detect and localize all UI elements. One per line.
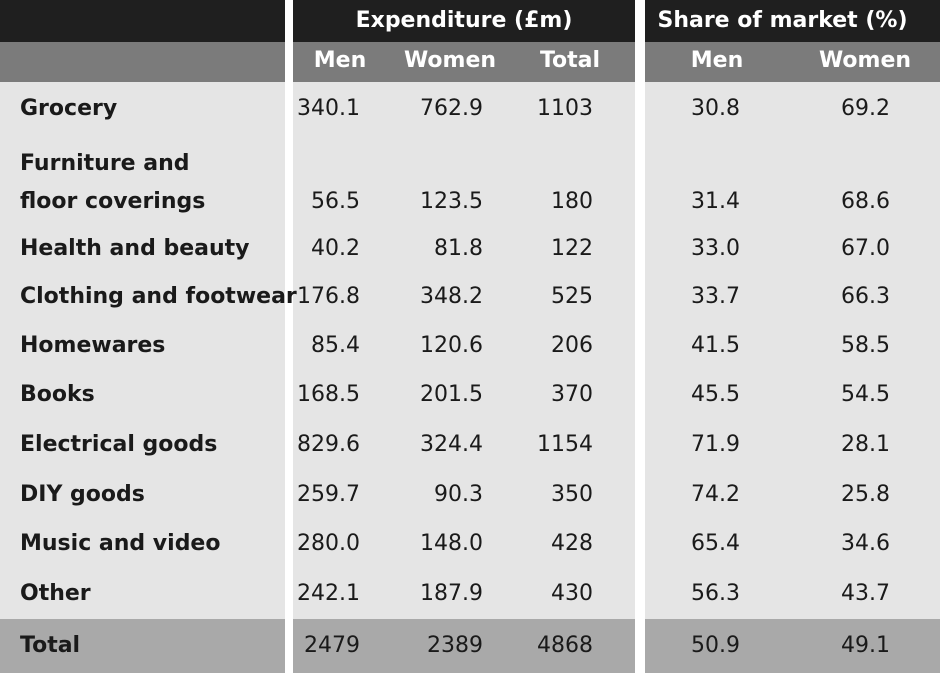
row-label: Other <box>20 580 91 606</box>
cell-value: 348.2 <box>420 283 483 309</box>
total-value: 50.9 <box>691 633 740 658</box>
cell-value: 120.6 <box>420 332 483 358</box>
cell-value: 33.7 <box>691 283 740 309</box>
cell-value: 56.5 <box>311 189 360 214</box>
row-label: Clothing and footwear <box>20 283 297 309</box>
cell-value: 187.9 <box>420 580 483 606</box>
cell-value: 58.5 <box>841 332 890 358</box>
cell-value: 122 <box>551 235 593 261</box>
cell-value: 56.3 <box>691 580 740 606</box>
subheader-band <box>293 42 635 82</box>
column-heading: Men <box>690 48 744 73</box>
cell-value: 176.8 <box>297 283 360 309</box>
row-label: Homewares <box>20 332 166 358</box>
cell-value: 350 <box>551 481 593 507</box>
row-label: Music and video <box>20 530 221 556</box>
group-heading: Share of market (%) <box>657 8 908 33</box>
row-label: Electrical goods <box>20 432 218 457</box>
cell-value: 66.3 <box>841 283 890 309</box>
cell-value: 430 <box>551 580 593 606</box>
header-band <box>0 0 285 42</box>
row-label: Books <box>20 382 95 407</box>
column-heading: Women <box>818 48 912 73</box>
cell-value: 762.9 <box>420 95 483 121</box>
row-label: DIY goods <box>20 481 145 507</box>
cell-value: 428 <box>551 530 593 556</box>
cell-value: 148.0 <box>420 530 483 556</box>
body-band <box>645 82 940 619</box>
total-value: 49.1 <box>841 633 890 658</box>
cell-value: 340.1 <box>297 95 360 121</box>
cell-value: 43.7 <box>841 580 890 606</box>
cell-value: 33.0 <box>691 235 740 261</box>
cell-value: 1103 <box>537 95 593 121</box>
cell-value: 85.4 <box>311 332 360 358</box>
cell-value: 31.4 <box>691 189 740 214</box>
header-band <box>293 0 635 42</box>
total-value: 2479 <box>304 633 360 658</box>
subheader-band <box>0 42 285 82</box>
cell-value: 54.5 <box>841 382 890 407</box>
cell-value: 829.6 <box>297 432 360 457</box>
row-label: Health and beauty <box>20 235 250 261</box>
total-band <box>293 619 635 673</box>
cell-value: 71.9 <box>691 432 740 457</box>
cell-value: 525 <box>551 283 593 309</box>
subheader-band <box>645 42 940 82</box>
cell-value: 123.5 <box>420 189 483 214</box>
cell-value: 90.3 <box>434 481 483 507</box>
column-heading: Total <box>539 48 601 73</box>
cell-value: 168.5 <box>297 382 360 407</box>
cell-value: 280.0 <box>297 530 360 556</box>
total-value: 2389 <box>427 633 483 658</box>
body-band <box>293 82 635 619</box>
cell-value: 81.8 <box>434 235 483 261</box>
cell-value: 45.5 <box>691 382 740 407</box>
cell-value: 40.2 <box>311 235 360 261</box>
cell-value: 28.1 <box>841 432 890 457</box>
cell-value: 201.5 <box>420 382 483 407</box>
total-value: 4868 <box>537 633 593 658</box>
row-label: Furniture and <box>20 151 190 176</box>
row-label: Grocery <box>20 95 118 121</box>
header-band <box>645 0 940 42</box>
column-heading: Women <box>403 48 497 73</box>
total-label: Total <box>20 633 81 658</box>
cell-value: 69.2 <box>841 95 890 121</box>
row-label: floor coverings <box>20 189 206 214</box>
total-band <box>645 619 940 673</box>
cell-value: 370 <box>551 382 593 407</box>
cell-value: 180 <box>551 189 593 214</box>
column-heading: Men <box>313 48 367 73</box>
cell-value: 242.1 <box>297 580 360 606</box>
cell-value: 259.7 <box>297 481 360 507</box>
cell-value: 65.4 <box>691 530 740 556</box>
cell-value: 67.0 <box>841 235 890 261</box>
cell-value: 34.6 <box>841 530 890 556</box>
total-band <box>0 619 285 673</box>
cell-value: 25.8 <box>841 481 890 507</box>
body-band <box>0 82 285 619</box>
group-heading: Expenditure (£m) <box>355 8 573 33</box>
cell-value: 1154 <box>537 432 593 457</box>
cell-value: 206 <box>551 332 593 358</box>
cell-value: 68.6 <box>841 189 890 214</box>
cell-value: 74.2 <box>691 481 740 507</box>
cell-value: 41.5 <box>691 332 740 358</box>
cell-value: 30.8 <box>691 95 740 121</box>
cell-value: 324.4 <box>420 432 483 457</box>
